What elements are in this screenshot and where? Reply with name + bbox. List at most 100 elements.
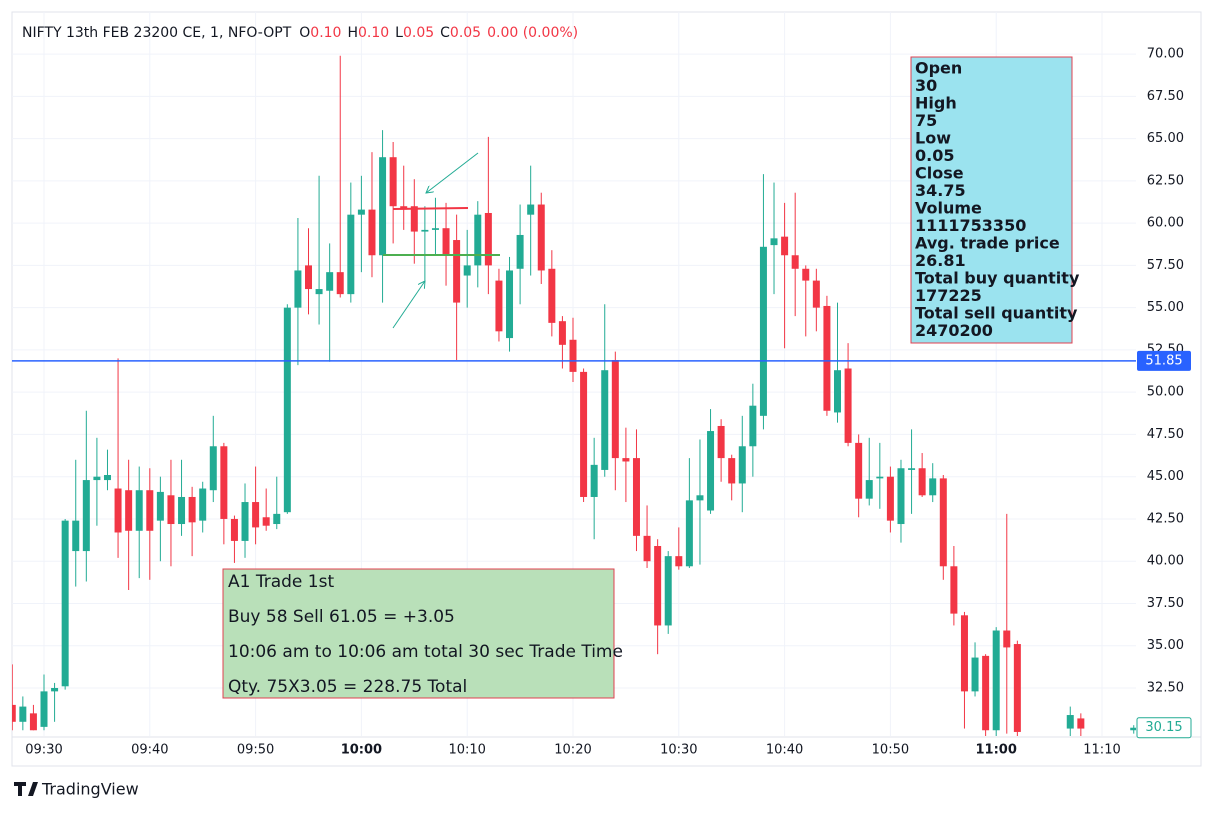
x-tick-label: 09:40	[131, 743, 168, 758]
candle-body	[696, 495, 704, 501]
candle-body	[675, 556, 683, 567]
info-line: Low	[915, 129, 951, 148]
candle-body	[125, 490, 133, 531]
candle-body	[326, 272, 334, 291]
legend-key: O	[299, 25, 310, 41]
y-tick-label: 62.50	[1147, 173, 1184, 188]
candle-body	[643, 535, 651, 562]
x-tick-label: 10:10	[448, 743, 485, 758]
x-tick-label: 10:20	[554, 743, 591, 758]
info-line: 75	[915, 111, 937, 130]
y-tick-label: 57.50	[1147, 258, 1184, 273]
legend: NIFTY 13th FEB 23200 CE, 1, NFO-OPT O0.10…	[22, 25, 578, 41]
candle-body	[569, 339, 577, 372]
candle-body	[971, 657, 979, 692]
candle-body	[590, 464, 598, 497]
candle-body	[759, 246, 767, 416]
candle-body	[51, 687, 59, 692]
candle-body	[442, 228, 450, 256]
candle-body	[410, 206, 418, 232]
candle-body	[632, 458, 640, 536]
x-tick-label: 09:30	[25, 743, 62, 758]
candle-body	[82, 480, 90, 552]
candle-body	[664, 556, 672, 626]
legend-value: 0.10	[310, 25, 341, 41]
candle-body	[908, 468, 916, 470]
info-line: 30	[915, 76, 937, 95]
candle-body	[516, 234, 524, 269]
hline-label: 51.85	[1145, 353, 1182, 368]
candle-body	[294, 270, 302, 308]
candle-body	[305, 265, 312, 290]
info-line: 177225	[915, 286, 982, 305]
candle-body	[262, 517, 270, 526]
info-line: High	[915, 94, 957, 113]
candle-body	[29, 713, 37, 731]
candle-body	[950, 566, 958, 614]
y-tick-label: 45.00	[1147, 469, 1184, 484]
candle-body	[93, 476, 101, 481]
candle-body	[865, 480, 873, 499]
candle-body	[738, 446, 746, 484]
candle-body	[146, 490, 154, 531]
x-tick-label: 11:10	[1083, 743, 1120, 758]
y-tick-label: 47.50	[1147, 427, 1184, 442]
candle-body	[199, 488, 207, 521]
trade-line: Qty. 75X3.05 = 228.75 Total	[228, 677, 467, 697]
candle-body	[844, 368, 852, 443]
candle-body	[241, 502, 249, 541]
arrow	[426, 152, 479, 193]
candle-body	[135, 490, 143, 531]
candle-body	[728, 458, 736, 484]
brand: TradingView	[14, 780, 139, 799]
candle-body	[347, 214, 355, 295]
legend-key: H	[347, 25, 358, 41]
trade-box-bg	[222, 568, 615, 699]
x-tick-label: 10:50	[872, 743, 909, 758]
candle-body	[484, 212, 492, 266]
candle-body	[506, 270, 514, 339]
trade-line: Buy 58 Sell 61.05 = +3.05	[228, 607, 455, 627]
candle-body	[601, 370, 609, 470]
candle-body	[897, 468, 905, 525]
candle-body	[19, 706, 27, 722]
info-line: 1111753350	[915, 216, 1026, 235]
info-line: 0.05	[915, 146, 954, 165]
candle-body	[167, 495, 175, 525]
y-tick-label: 65.00	[1147, 131, 1184, 146]
candle-body	[1077, 718, 1085, 729]
candle-body	[72, 520, 80, 552]
candle-body	[580, 371, 588, 497]
candle-body	[812, 280, 820, 308]
y-tick-label: 50.00	[1147, 385, 1184, 400]
candle-body	[252, 502, 260, 528]
candle-body	[103, 475, 111, 481]
y-tick-label: 55.00	[1147, 300, 1184, 315]
info-line: 34.75	[915, 181, 966, 200]
legend-value: 0.05	[403, 25, 434, 41]
legend-key: C	[440, 25, 450, 41]
candle-body	[918, 468, 926, 496]
candle-body	[40, 691, 48, 727]
candle-body	[283, 307, 291, 513]
candle-body	[431, 228, 439, 230]
candle-body	[463, 265, 471, 276]
candle-body	[707, 431, 715, 511]
candle-body	[1066, 715, 1074, 729]
info-line: 26.81	[915, 251, 966, 270]
brand-logo	[14, 782, 38, 796]
candle-body	[156, 491, 164, 521]
x-tick-label: 10:30	[660, 743, 697, 758]
frame	[11, 11, 1202, 767]
drawings	[383, 152, 500, 329]
candle-body	[12, 704, 16, 722]
candle-body	[1013, 644, 1021, 732]
x-tick-label: 10:40	[766, 743, 803, 758]
candle-body	[178, 496, 186, 525]
candle-body	[495, 280, 503, 332]
candle-body	[273, 513, 281, 525]
x-tick-label: 10:00	[341, 743, 382, 758]
y-tick-label: 60.00	[1147, 216, 1184, 231]
candle-body	[188, 496, 196, 523]
